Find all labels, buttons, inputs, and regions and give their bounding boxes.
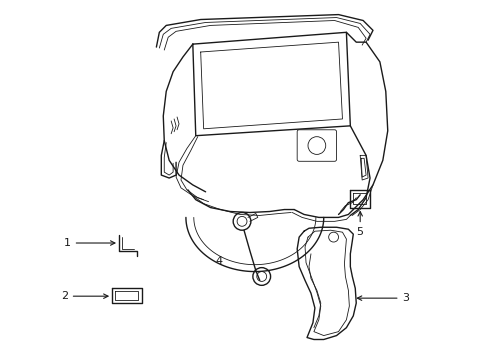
Text: 2: 2 (61, 291, 108, 301)
Text: 3: 3 (357, 293, 408, 303)
Text: 5: 5 (356, 212, 363, 237)
Text: 4: 4 (215, 256, 222, 266)
Text: 1: 1 (63, 238, 115, 248)
